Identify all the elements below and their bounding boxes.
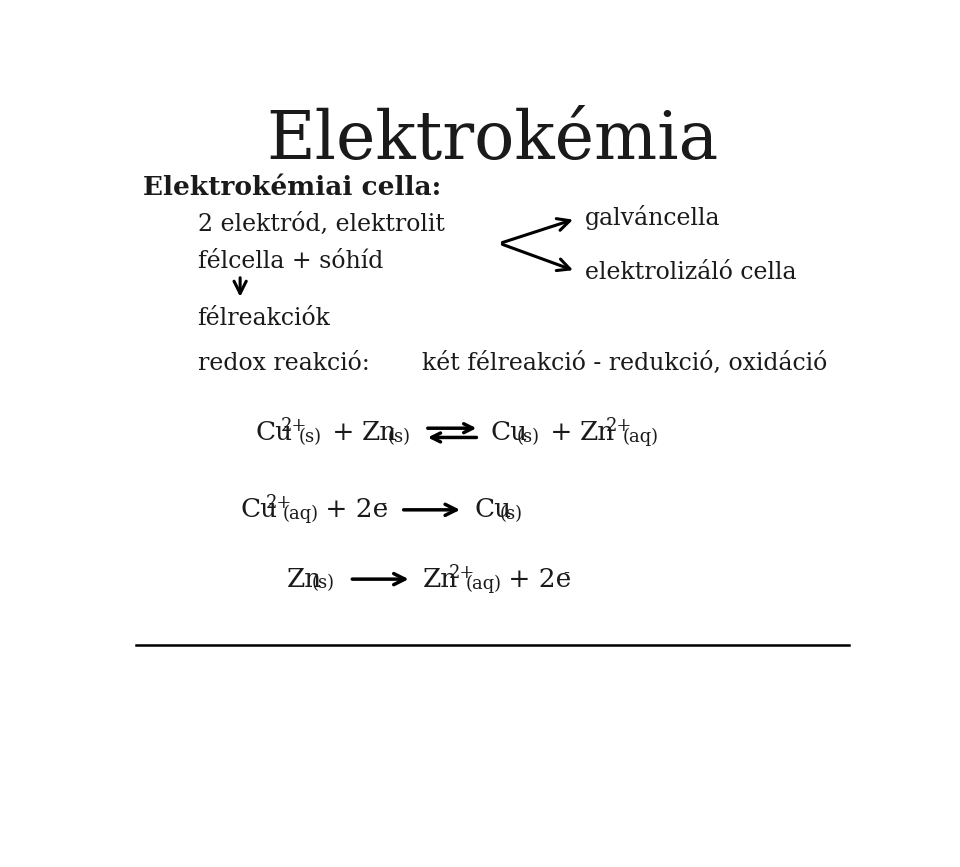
Text: 2+: 2+ <box>606 417 632 435</box>
Text: két félreakció - redukció, oxidáció: két félreakció - redukció, oxidáció <box>422 352 828 375</box>
Text: (s): (s) <box>299 428 322 447</box>
Text: + 2e: + 2e <box>500 567 571 591</box>
Text: Cu: Cu <box>255 420 293 446</box>
Text: elektrolizáló cella: elektrolizáló cella <box>585 261 797 284</box>
Text: Zn: Zn <box>362 420 397 446</box>
Text: 2 elektród, elektrolit: 2 elektród, elektrolit <box>198 213 444 237</box>
Text: Cu: Cu <box>491 420 528 446</box>
Text: félcella + sóhíd: félcella + sóhíd <box>198 251 383 273</box>
Text: Elektrokémiai cella:: Elektrokémiai cella: <box>143 175 442 200</box>
Text: (aq): (aq) <box>623 428 659 447</box>
Text: 2+: 2+ <box>448 564 475 582</box>
Text: redox reakció:: redox reakció: <box>198 352 370 375</box>
Text: (s): (s) <box>388 428 411 447</box>
Text: +: + <box>324 420 363 446</box>
Text: (s): (s) <box>516 428 540 447</box>
Text: (aq): (aq) <box>283 505 319 524</box>
Text: Elektrokémia: Elektrokémia <box>266 108 718 173</box>
Text: félreakciók: félreakciók <box>198 308 330 330</box>
Text: -: - <box>564 564 569 583</box>
Text: (s): (s) <box>312 575 335 592</box>
Text: +: + <box>542 420 581 446</box>
Text: Zn: Zn <box>287 567 322 591</box>
Text: Cu: Cu <box>474 498 512 522</box>
Text: 2+: 2+ <box>281 417 307 435</box>
Text: + 2e: + 2e <box>317 498 389 522</box>
Text: Zn: Zn <box>423 567 458 591</box>
Text: Zn: Zn <box>580 420 615 446</box>
Text: galváncella: galváncella <box>585 205 721 230</box>
Text: Cu: Cu <box>240 498 277 522</box>
Text: -: - <box>380 495 387 513</box>
Text: (aq): (aq) <box>466 575 502 593</box>
Text: (s): (s) <box>500 505 523 523</box>
Text: 2+: 2+ <box>266 494 292 512</box>
